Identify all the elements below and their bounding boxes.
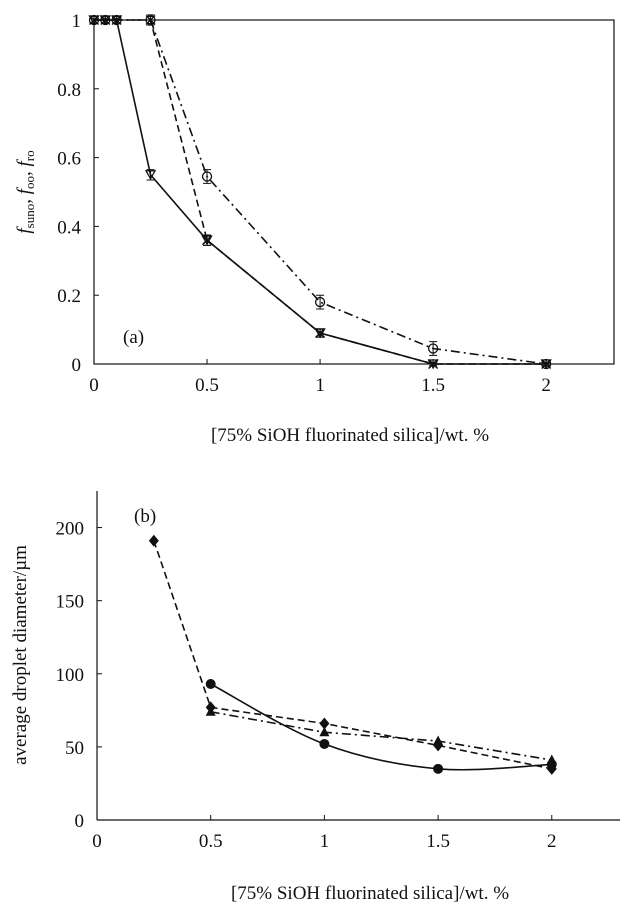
chart-panel-a: 0 0.5 1 1.5 2 0 0.2 0.4 0.6 0.8 1 [75% SiOH fluorin… xyxy=(14,11,615,446)
y-tick-label: 200 xyxy=(56,519,85,540)
plot-frame xyxy=(93,19,615,365)
data-point xyxy=(148,534,159,547)
data-point xyxy=(201,171,213,182)
series-line xyxy=(94,19,547,365)
data-point xyxy=(205,706,216,716)
x-tick-label: 0 xyxy=(89,375,99,396)
data-point xyxy=(111,14,122,26)
data-point xyxy=(319,726,330,737)
x-tick-label: 0.5 xyxy=(199,831,223,852)
y-axis-title-part: f xyxy=(14,186,35,194)
x-tick-label: 1 xyxy=(315,375,325,396)
series-line xyxy=(210,683,552,771)
x-tick-label: 1.5 xyxy=(426,831,450,852)
data-point xyxy=(314,296,326,308)
data-point xyxy=(546,754,557,765)
data-point xyxy=(100,14,111,26)
x-tick-label: 1 xyxy=(320,831,330,852)
y-axis-title-part: , xyxy=(14,194,35,204)
data-point xyxy=(144,170,157,181)
y-tick-label: 50 xyxy=(65,738,84,759)
chart-panel-b: 0 0.5 1 1.5 2 0 50 100 150 200 [75% SiOH fluorinat… xyxy=(10,491,620,903)
y-axis-title: fsuno, foo, fro xyxy=(14,150,37,233)
data-point xyxy=(145,14,156,26)
y-axis-title-subscript: suno xyxy=(22,204,37,229)
x-tick-label: 2 xyxy=(547,831,557,852)
series-line xyxy=(153,540,552,770)
data-point xyxy=(88,14,100,26)
x-tick-label: 0.5 xyxy=(195,375,219,396)
y-tick-label: 0.8 xyxy=(57,80,81,101)
series-line xyxy=(94,19,547,365)
error-bar xyxy=(542,361,551,367)
y-axis-title-subscript: ro xyxy=(22,150,37,161)
data-point xyxy=(427,343,439,354)
y-axis-title-part: , xyxy=(14,167,35,177)
data-point xyxy=(546,762,557,775)
y-axis-title-part: f xyxy=(14,159,35,167)
x-axis-title: [75% SiOH fluorinated silica]/wt. % xyxy=(231,883,509,903)
x-tick-label: 1.5 xyxy=(421,375,445,396)
y-tick-label: 0 xyxy=(72,355,82,376)
data-point xyxy=(319,717,330,730)
data-point xyxy=(202,235,213,246)
data-point xyxy=(433,735,444,746)
panel-label: (b) xyxy=(134,506,156,527)
y-tick-label: 0.6 xyxy=(57,149,81,170)
y-tick-label: 1 xyxy=(72,11,82,32)
y-axis-title-part: f xyxy=(14,226,35,234)
y-axis-title-subscript: oo xyxy=(22,176,37,189)
data-point xyxy=(205,679,216,690)
data-point xyxy=(428,358,439,370)
series-line xyxy=(94,19,547,365)
y-tick-label: 100 xyxy=(56,665,85,686)
x-axis-title: [75% SiOH fluorinated silica]/wt. % xyxy=(211,425,489,446)
data-point xyxy=(315,328,326,339)
x-tick-label: 0 xyxy=(92,831,102,852)
x-tick-label: 2 xyxy=(541,375,551,396)
error-bar xyxy=(146,14,155,26)
data-point xyxy=(541,358,552,370)
y-tick-label: 0.2 xyxy=(57,286,81,307)
panel-label: (a) xyxy=(123,327,144,348)
data-point xyxy=(433,763,444,774)
data-point xyxy=(319,738,330,749)
y-tick-label: 0.4 xyxy=(57,217,81,238)
series-line xyxy=(210,711,552,761)
y-tick-label: 150 xyxy=(56,592,85,613)
y-tick-label: 0 xyxy=(75,811,85,832)
y-axis-title: average droplet diameter/µm xyxy=(10,545,31,765)
